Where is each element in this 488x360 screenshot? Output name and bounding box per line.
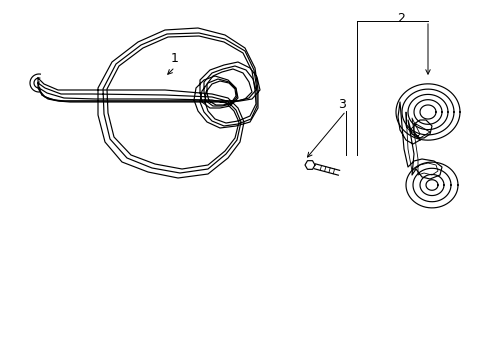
Text: 2: 2 [396,13,404,26]
Text: 1: 1 [171,52,179,65]
Text: 3: 3 [337,99,346,112]
